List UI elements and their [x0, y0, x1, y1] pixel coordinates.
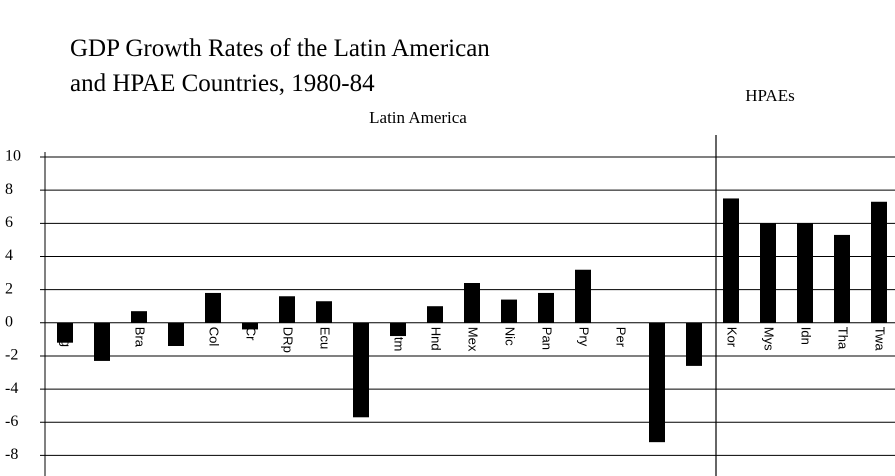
x-tick-label: Tha	[836, 327, 851, 350]
bar	[131, 311, 147, 323]
chart-title: and HPAE Countries, 1980-84	[70, 70, 375, 97]
bar	[353, 322, 369, 418]
bar	[168, 322, 184, 346]
y-tick-label: 2	[5, 280, 13, 297]
x-tick-label: Nic	[503, 327, 518, 346]
x-tick-label: Kor	[725, 327, 740, 348]
bar	[390, 322, 406, 337]
bar	[797, 223, 813, 323]
y-tick-label: 0	[5, 313, 13, 330]
y-tick-label: 4	[5, 247, 13, 264]
bar	[760, 223, 776, 323]
bar	[575, 269, 591, 323]
bar	[242, 322, 258, 330]
bar	[464, 283, 480, 323]
y-tick-label: 6	[5, 214, 13, 231]
x-tick-label: Pan	[540, 327, 555, 350]
bar	[279, 296, 295, 323]
bar	[686, 322, 702, 366]
x-tick-label: DRp	[281, 327, 296, 353]
bar	[538, 292, 554, 323]
x-tick-label: Mex	[466, 327, 481, 352]
section-label: Latin America	[369, 108, 467, 127]
bar	[871, 201, 887, 323]
x-tick-label: Chl	[170, 327, 185, 347]
x-tick-label: Idn	[799, 327, 814, 345]
bar	[649, 322, 665, 443]
chart-title: GDP Growth Rates of the Latin American	[70, 35, 490, 62]
bar	[501, 299, 517, 323]
x-tick-label: Per	[614, 327, 629, 348]
x-tick-label: Gtm	[392, 327, 407, 352]
bar	[723, 198, 739, 323]
y-tick-label: -4	[5, 380, 18, 397]
y-tick-label: -2	[5, 347, 18, 364]
bar	[316, 301, 332, 323]
x-tick-label: Cr	[244, 327, 259, 341]
bar	[427, 306, 443, 323]
x-tick-label: Col	[207, 327, 222, 347]
x-tick-label: Arg	[59, 327, 74, 347]
x-tick-label: Mys	[762, 327, 777, 351]
bar	[834, 234, 850, 323]
bar	[94, 322, 110, 361]
bar	[57, 322, 73, 343]
y-tick-label: 8	[5, 181, 13, 198]
x-tick-label: Pry	[577, 327, 592, 347]
section-label: HPAEs	[745, 86, 794, 105]
x-tick-label: l	[96, 327, 111, 330]
x-tick-label: Ecu	[318, 327, 333, 349]
y-tick-label: -6	[5, 413, 18, 430]
x-tick-label: Hnd	[429, 327, 444, 351]
x-tick-label: Bra	[133, 327, 148, 348]
x-tick-label: Twa	[873, 327, 888, 352]
y-tick-label: -8	[5, 446, 18, 463]
y-tick-label: 10	[5, 148, 21, 165]
bar	[205, 292, 221, 323]
